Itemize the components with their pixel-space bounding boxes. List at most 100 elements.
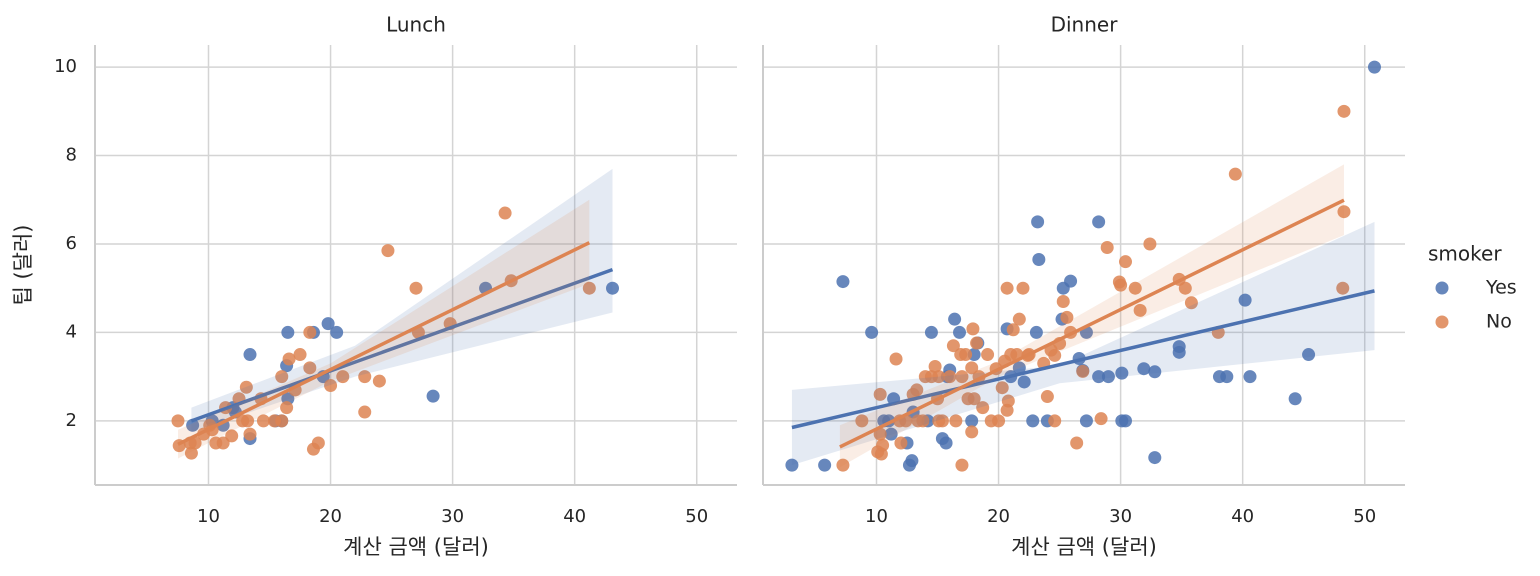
data-point [1026,414,1040,428]
data-point [1118,414,1132,428]
legend-label: No [1486,311,1512,333]
data-point [1064,274,1078,288]
data-point [995,381,1009,395]
y-tick-label: 8 [66,145,77,166]
data-point [1001,394,1015,408]
legend-marker [1435,315,1449,329]
data-point [1367,60,1381,74]
data-point [243,348,257,362]
data-point [582,281,596,295]
data-point [1178,281,1192,295]
data-point [953,325,967,339]
data-point [1288,392,1302,406]
panel-title: Lunch [386,13,446,37]
data-point [965,361,979,375]
x-tick-label: 20 [319,506,342,527]
x-tick-label: 50 [685,506,708,527]
data-point [905,454,919,468]
regression-line [791,289,1375,430]
data-point [981,348,995,362]
data-point [1070,436,1084,450]
data-point [1184,296,1198,310]
data-point [1000,281,1014,295]
data-point [1048,348,1062,362]
data-point [865,325,879,339]
data-point [1336,281,1350,295]
data-point [243,427,257,441]
data-point [1016,281,1030,295]
data-point [924,325,938,339]
data-point [1118,255,1132,269]
data-point [966,322,980,336]
regression-line [839,198,1345,449]
data-point [372,374,386,388]
y-tick-label: 6 [66,233,77,254]
confidence-band [791,221,1375,466]
x-tick-label: 10 [865,506,888,527]
data-point [955,458,969,472]
x-tick-label: 30 [1109,506,1132,527]
data-point [976,401,990,415]
data-point [1115,366,1129,380]
data-point [873,387,887,401]
data-point [280,401,294,415]
data-point [358,405,372,419]
data-point [939,436,953,450]
data-point [959,348,973,362]
data-point [1094,412,1108,426]
data-point [381,244,395,258]
data-point [186,418,200,432]
data-point [281,325,295,339]
y-axis-label: 팁 (달러) [11,224,35,305]
x-axis-label: 계산 금액 (달러) [343,535,489,559]
data-point [275,414,289,428]
data-point [1079,414,1093,428]
regression-line [190,267,614,423]
data-point [1172,340,1186,354]
confidence-band [839,164,1344,468]
data-point [498,206,512,220]
data-point [321,317,335,331]
data-point [1012,361,1026,375]
data-point [836,458,850,472]
data-point [889,352,903,366]
data-point [932,370,946,384]
data-point [910,383,924,397]
x-tick-label: 10 [197,506,220,527]
data-point [818,458,832,472]
data-point [928,359,942,373]
data-point [606,281,620,295]
data-point [1092,370,1106,384]
x-tick-label: 40 [563,506,586,527]
data-point [311,436,325,450]
legend-label: Yes [1485,277,1517,299]
x-tick-label: 40 [1231,506,1254,527]
data-point [426,389,440,403]
legend-title: smoker [1428,242,1502,266]
data-point [1128,281,1142,295]
data-point [873,427,887,441]
data-point [1029,325,1043,339]
data-point [293,348,307,362]
data-point [1060,310,1074,324]
data-point [935,414,949,428]
data-point [1012,312,1026,326]
y-tick-label: 10 [54,56,77,77]
data-point [1006,323,1020,337]
x-tick-label: 20 [987,506,1010,527]
x-axis-label: 계산 금액 (달러) [1011,535,1157,559]
data-point [239,380,253,394]
data-point [275,370,289,384]
data-point [967,392,981,406]
data-point [241,414,255,428]
data-point [1048,414,1062,428]
data-point [171,414,185,428]
data-point [1092,215,1106,229]
y-tick-label: 4 [66,321,77,342]
legend-marker [1435,281,1449,295]
data-point [970,336,984,350]
data-point [955,370,969,384]
data-point [1220,370,1234,384]
